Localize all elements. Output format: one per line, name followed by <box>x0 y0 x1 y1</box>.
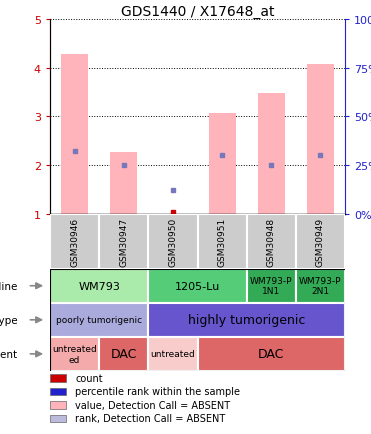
Text: percentile rank within the sample: percentile rank within the sample <box>75 387 240 397</box>
Bar <box>198 337 345 371</box>
Bar <box>50 269 148 303</box>
Bar <box>209 114 236 215</box>
Text: rank, Detection Call = ABSENT: rank, Detection Call = ABSENT <box>75 414 226 424</box>
Bar <box>307 65 334 215</box>
Bar <box>148 303 345 337</box>
Text: GSM30949: GSM30949 <box>316 217 325 266</box>
Text: GSM30951: GSM30951 <box>218 217 227 266</box>
Text: DAC: DAC <box>111 348 137 361</box>
Text: cell line: cell line <box>0 281 17 291</box>
Text: WM793-P
2N1: WM793-P 2N1 <box>299 276 342 296</box>
Bar <box>296 269 345 303</box>
Bar <box>110 152 137 215</box>
Bar <box>50 401 66 409</box>
Text: GSM30947: GSM30947 <box>119 217 128 266</box>
Text: poorly tumorigenic: poorly tumorigenic <box>56 316 142 325</box>
Bar <box>148 215 198 269</box>
Text: agent: agent <box>0 349 17 359</box>
Bar <box>247 215 296 269</box>
Text: highly tumorigenic: highly tumorigenic <box>188 314 305 326</box>
Bar <box>61 55 88 215</box>
Text: 1205-Lu: 1205-Lu <box>175 281 220 291</box>
Bar <box>50 303 148 337</box>
Bar <box>50 388 66 395</box>
Text: DAC: DAC <box>258 348 285 361</box>
Text: GSM30946: GSM30946 <box>70 217 79 266</box>
Bar <box>99 215 148 269</box>
Bar <box>50 215 99 269</box>
Text: cell type: cell type <box>0 315 17 325</box>
Bar <box>258 94 285 215</box>
Bar <box>148 337 198 371</box>
Bar <box>148 269 247 303</box>
Bar <box>247 269 296 303</box>
Text: value, Detection Call = ABSENT: value, Detection Call = ABSENT <box>75 400 230 410</box>
Text: count: count <box>75 373 103 383</box>
Text: WM793-P
1N1: WM793-P 1N1 <box>250 276 293 296</box>
Text: GSM30948: GSM30948 <box>267 217 276 266</box>
Text: untreated: untreated <box>151 349 196 358</box>
Text: GSM30950: GSM30950 <box>168 217 177 266</box>
Bar <box>50 337 99 371</box>
Text: WM793: WM793 <box>78 281 120 291</box>
Bar <box>296 215 345 269</box>
Bar <box>50 415 66 422</box>
Bar <box>198 215 247 269</box>
Text: untreated
ed: untreated ed <box>52 345 97 364</box>
Bar <box>99 337 148 371</box>
Bar <box>50 374 66 382</box>
Title: GDS1440 / X17648_at: GDS1440 / X17648_at <box>121 4 274 19</box>
